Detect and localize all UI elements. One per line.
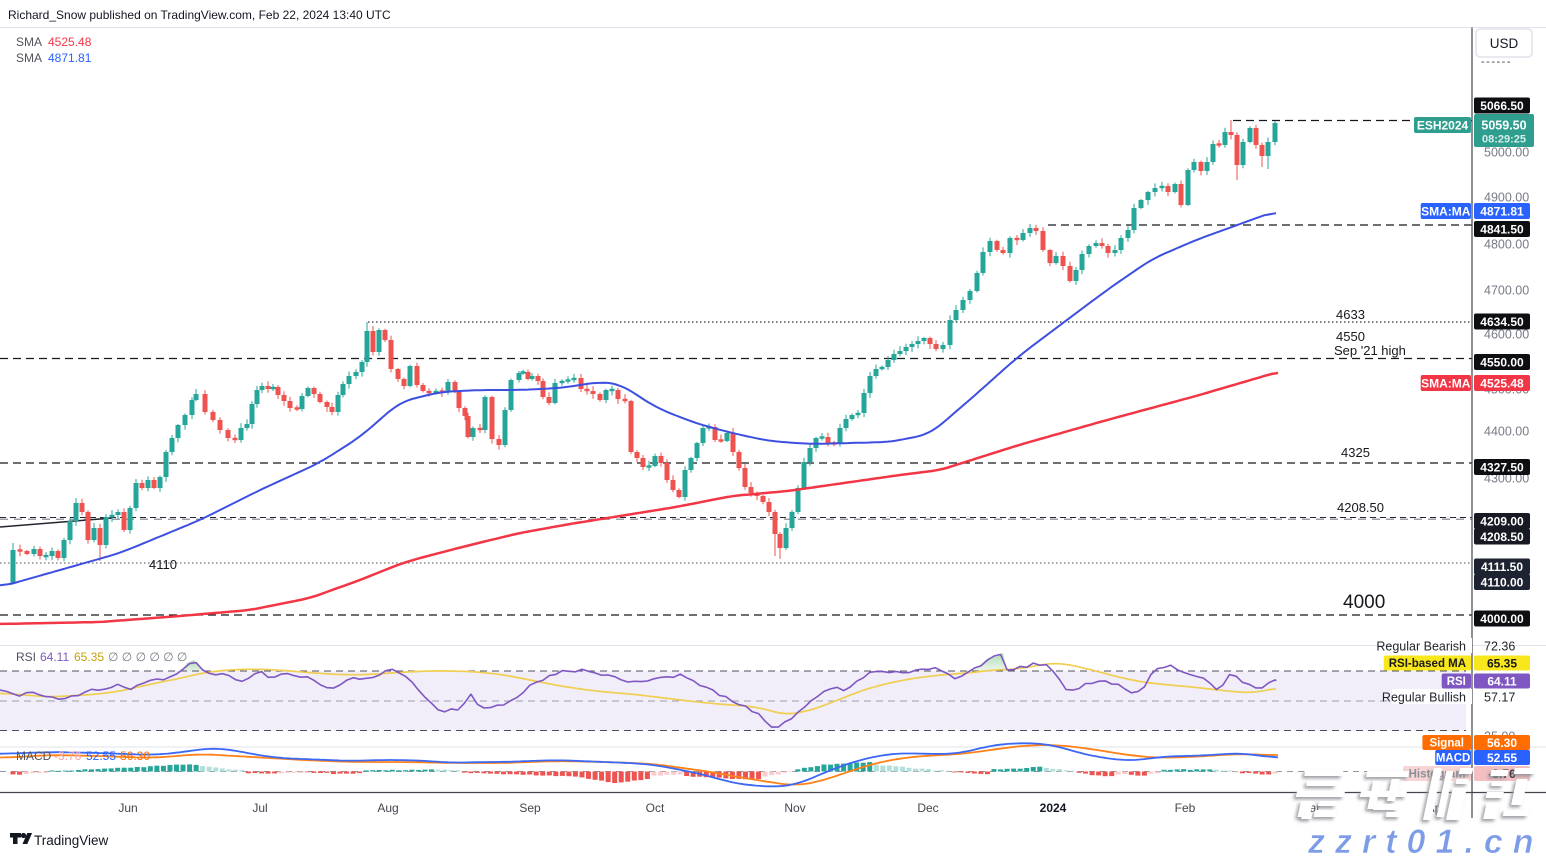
svg-text:4110.00: 4110.00 — [1481, 575, 1524, 589]
svg-text:SMA:MA: SMA:MA — [1421, 376, 1471, 390]
svg-text:5059.50: 5059.50 — [1481, 119, 1526, 133]
svg-text:Sep: Sep — [519, 801, 541, 815]
svg-text:MACD: MACD — [16, 749, 52, 763]
svg-text:Sep '21 high: Sep '21 high — [1334, 343, 1406, 358]
svg-text:RSI-based MA: RSI-based MA — [1389, 658, 1466, 670]
svg-text:4550: 4550 — [1336, 329, 1365, 344]
svg-text:52.55: 52.55 — [1487, 751, 1517, 765]
svg-text:Regular Bullish: Regular Bullish — [1382, 691, 1466, 705]
svg-text:56.30: 56.30 — [1487, 736, 1517, 750]
svg-text:Nov: Nov — [784, 801, 805, 815]
svg-text:56.30: 56.30 — [120, 749, 150, 763]
svg-text:65.35: 65.35 — [1487, 656, 1517, 670]
svg-text:-3.76: -3.76 — [54, 749, 82, 763]
svg-text:USD: USD — [1490, 36, 1519, 51]
svg-text:08:29:25: 08:29:25 — [1482, 134, 1526, 146]
svg-text:64.11: 64.11 — [1487, 674, 1517, 688]
svg-text:4325: 4325 — [1341, 445, 1370, 460]
svg-text:4400.00: 4400.00 — [1484, 425, 1529, 439]
svg-text:4841.50: 4841.50 — [1480, 222, 1524, 236]
svg-text:4111.50: 4111.50 — [1481, 560, 1523, 574]
svg-text:4208.50: 4208.50 — [1337, 500, 1384, 515]
svg-text:5000.00: 5000.00 — [1484, 146, 1529, 160]
svg-text:4550.00: 4550.00 — [1480, 355, 1524, 369]
svg-text:TradingView: TradingView — [34, 833, 109, 848]
svg-text:Richard_Snow published on Trad: Richard_Snow published on TradingView.co… — [8, 8, 391, 22]
svg-text:4525.48: 4525.48 — [1480, 376, 1524, 390]
svg-text:Oct: Oct — [646, 801, 665, 815]
svg-text:4000.00: 4000.00 — [1480, 612, 1524, 626]
svg-text:4209.00: 4209.00 — [1480, 514, 1524, 528]
svg-text:4871.81: 4871.81 — [1480, 204, 1524, 218]
svg-text:zzrt01.cn: zzrt01.cn — [1307, 823, 1544, 857]
svg-text:Regular Bearish: Regular Bearish — [1376, 640, 1466, 654]
svg-text:Jul: Jul — [252, 801, 267, 815]
svg-text:Signal: Signal — [1429, 738, 1464, 750]
svg-text:57.17: 57.17 — [1484, 691, 1515, 705]
svg-text:4600.00: 4600.00 — [1484, 328, 1529, 342]
svg-text:Dec: Dec — [917, 801, 938, 815]
svg-text:5066.50: 5066.50 — [1480, 99, 1524, 113]
svg-text:4700.00: 4700.00 — [1484, 284, 1529, 298]
svg-text:∅ ∅ ∅ ∅ ∅ ∅: ∅ ∅ ∅ ∅ ∅ ∅ — [108, 650, 187, 664]
svg-text:64.11: 64.11 — [40, 650, 69, 664]
svg-text:4110: 4110 — [149, 557, 177, 572]
svg-text:4327.50: 4327.50 — [1480, 460, 1524, 474]
svg-text:SMA: SMA — [16, 51, 42, 65]
svg-text:------: ------ — [1481, 56, 1512, 68]
svg-text:SMA: SMA — [16, 35, 42, 49]
svg-text:4800.00: 4800.00 — [1484, 238, 1529, 252]
svg-text:ESH2024: ESH2024 — [1417, 118, 1469, 132]
svg-text:RSI: RSI — [1447, 676, 1466, 688]
svg-text:4208.50: 4208.50 — [1480, 530, 1524, 544]
svg-text:Feb: Feb — [1175, 801, 1196, 815]
svg-text:RSI: RSI — [16, 650, 36, 664]
svg-text:4634.50: 4634.50 — [1480, 315, 1524, 329]
svg-text:SMA:MA: SMA:MA — [1421, 204, 1471, 218]
svg-text:72.36: 72.36 — [1484, 640, 1515, 654]
svg-text:Aug: Aug — [377, 801, 398, 815]
svg-text:65.35: 65.35 — [74, 650, 104, 664]
svg-text:52.55: 52.55 — [86, 749, 116, 763]
svg-text:2024: 2024 — [1040, 801, 1067, 815]
svg-text:4900.00: 4900.00 — [1484, 191, 1529, 205]
svg-text:MACD: MACD — [1436, 753, 1471, 765]
svg-text:4525.48: 4525.48 — [48, 35, 92, 49]
svg-text:4633: 4633 — [1336, 307, 1365, 322]
svg-text:4871.81: 4871.81 — [48, 51, 92, 65]
svg-text:4000: 4000 — [1343, 592, 1385, 613]
svg-text:Jun: Jun — [118, 801, 137, 815]
